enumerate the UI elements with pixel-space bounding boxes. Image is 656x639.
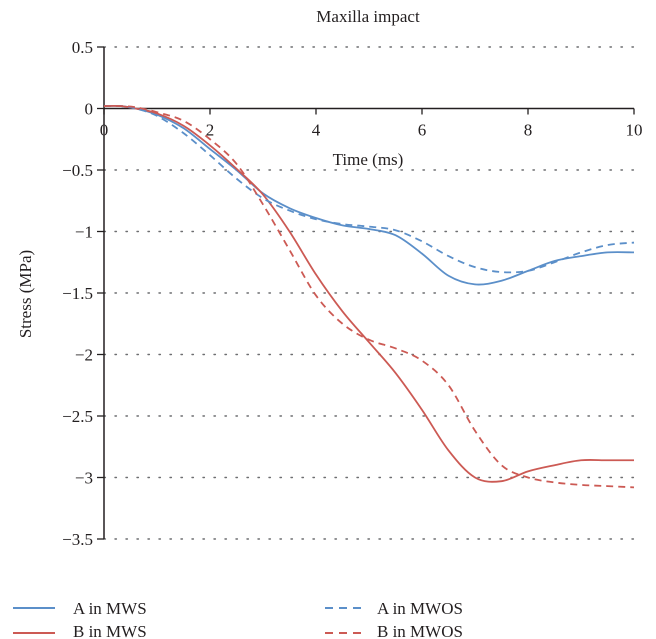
y-tick-label: −3.5 [62, 530, 93, 549]
chart-title: Maxilla impact [316, 7, 420, 26]
series-line-b-in-mwos [103, 105, 635, 489]
y-axis-title: Stress (MPa) [16, 250, 35, 338]
y-tick-label: 0.5 [72, 38, 93, 57]
x-tick-label: 8 [524, 121, 533, 140]
x-tick-label: 6 [418, 121, 427, 140]
series-line-b-in-mws [103, 104, 634, 483]
y-tick-label: −3 [75, 469, 93, 488]
y-tick-label: −1 [75, 223, 93, 242]
legend-label-a-mwos: A in MWOS [377, 599, 463, 618]
x-tick-label: 2 [206, 121, 215, 140]
x-tick-label: 10 [626, 121, 643, 140]
legend-label-a-mws: A in MWS [73, 599, 147, 618]
series-line-a-in-mwos [103, 104, 635, 274]
y-tick-label: −2.5 [62, 407, 93, 426]
y-tick-label: −2 [75, 346, 93, 365]
tick-labels: 0.5 0 −0.5 −1 −1.5 −2 −2.5 −3 −3.5 0 2 4 6 8 10 [62, 38, 642, 549]
axes [97, 46, 635, 540]
legend-label-b-mwos: B in MWOS [377, 622, 463, 639]
y-tick-label: −1.5 [62, 284, 93, 303]
series-lines [103, 104, 635, 489]
x-axis-title: Time (ms) [333, 150, 404, 169]
series-line-a-in-mws [103, 104, 635, 286]
y-tick-label: 0 [85, 100, 94, 119]
legend-label-b-mws: B in MWS [73, 622, 147, 639]
y-tick-label: −0.5 [62, 161, 93, 180]
legend: A in MWS B in MWS A in MWOS B in MWOS [13, 599, 463, 639]
x-tick-label: 4 [312, 121, 321, 140]
grid-lines [103, 46, 635, 540]
x-tick-label: 0 [100, 121, 109, 140]
